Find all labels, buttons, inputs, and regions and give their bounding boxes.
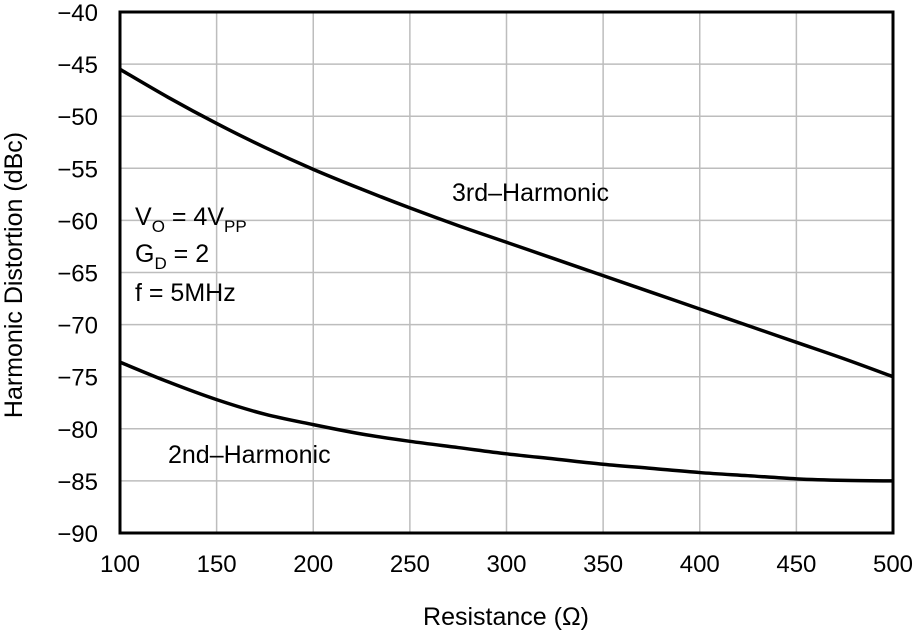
x-axis-title: Resistance (Ω): [423, 603, 589, 631]
condition-gd: GD = 2: [135, 240, 209, 273]
x-tick-label: 350: [583, 551, 623, 578]
y-axis-title: Harmonic Distortion (dBc): [0, 132, 28, 418]
y-tick-label: −55: [57, 156, 98, 183]
x-tick-label: 150: [197, 551, 237, 578]
x-tick-label: 100: [100, 551, 140, 578]
x-tick-label: 400: [680, 551, 720, 578]
conditions-legend: VO = 4VPP GD = 2 f = 5MHz: [135, 203, 247, 307]
x-tick-label: 250: [390, 551, 430, 578]
y-tick-label: −45: [57, 52, 98, 79]
y-tick-label: −50: [57, 104, 98, 131]
y-tick-label: −40: [57, 0, 98, 27]
x-tick-label: 200: [293, 551, 333, 578]
series-2nd-harmonic-line: [119, 360, 894, 483]
y-tick-label: −65: [57, 261, 98, 288]
y-tick-label: −75: [57, 365, 98, 392]
series-lines: [119, 67, 894, 483]
label-2nd-harmonic: 2nd–Harmonic: [168, 441, 331, 469]
x-tick-label: 300: [486, 551, 526, 578]
y-tick-label: −80: [57, 417, 98, 444]
series-3rd-harmonic-line: [119, 67, 894, 379]
y-tick-label: −90: [57, 521, 98, 548]
condition-vo: VO = 4VPP: [135, 203, 247, 236]
plot-frame: [118, 10, 895, 535]
grid-lines: [119, 11, 894, 534]
label-3rd-harmonic: 3rd–Harmonic: [452, 179, 609, 207]
x-tick-label: 450: [776, 551, 816, 578]
y-tick-label: −85: [57, 469, 98, 496]
y-tick-labels: −40 −45 −50 −55 −60 −65 −70 −75 −80 −85 −90: [57, 0, 98, 548]
condition-f: f = 5MHz: [135, 279, 236, 307]
y-tick-label: −60: [57, 208, 98, 235]
x-tick-labels: 100 150 200 250 300 350 400 450 500: [100, 551, 913, 578]
x-tick-label: 500: [873, 551, 913, 578]
y-tick-label: −70: [57, 313, 98, 340]
